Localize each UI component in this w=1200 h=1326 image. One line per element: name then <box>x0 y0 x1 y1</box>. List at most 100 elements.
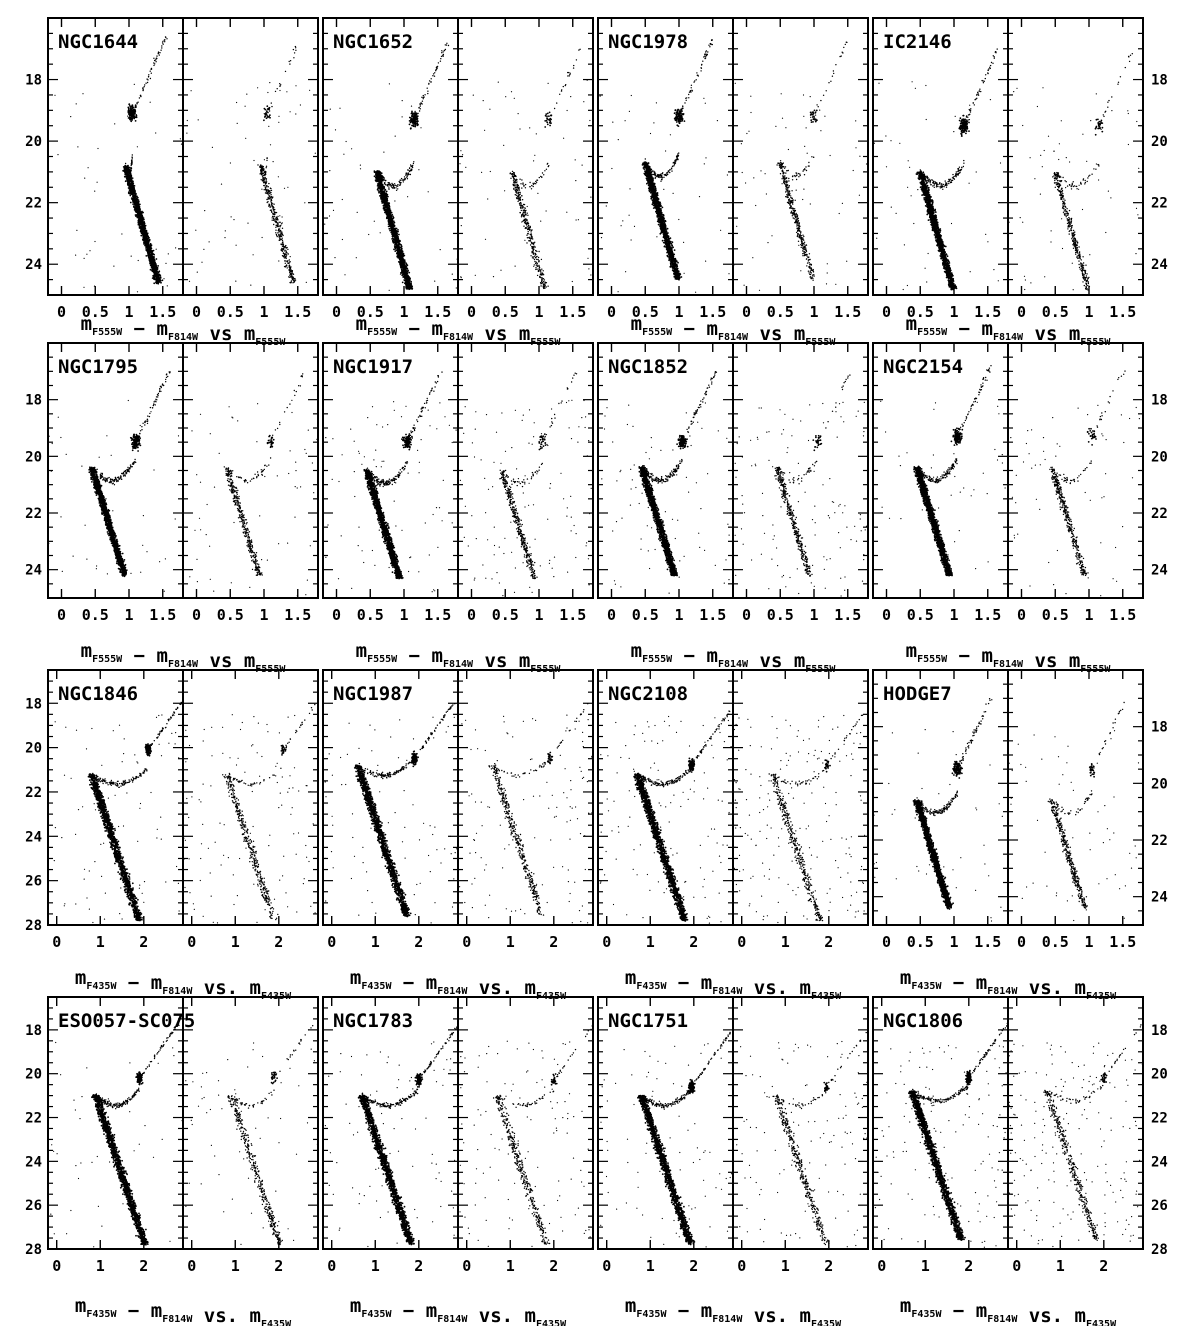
star-points <box>1009 1024 1143 1247</box>
x-tick-label: 0 <box>332 606 341 624</box>
x-tick-label: 0.5 <box>82 606 109 624</box>
cluster-name-label: NGC1783 <box>333 1010 413 1032</box>
cluster-name-label: NGC2154 <box>883 356 963 378</box>
panel-frame <box>458 997 593 1249</box>
x-tick-label: 0 <box>882 606 891 624</box>
x-tick-label: 1 <box>921 1257 930 1275</box>
x-tick-label: 0 <box>882 933 891 951</box>
x-tick-label: 0 <box>742 606 751 624</box>
x-tick-label: 1.5 <box>1109 606 1136 624</box>
x-tick-label: 1 <box>371 933 380 951</box>
x-tick-label: 1 <box>781 1257 790 1275</box>
y-tick-label: 24 <box>25 563 42 579</box>
cluster-name-label: NGC1987 <box>333 683 413 705</box>
x-tick-label: 1.5 <box>834 303 861 321</box>
y-tick-label: 20 <box>1151 776 1168 792</box>
y-tick-label: 22 <box>1151 1111 1168 1127</box>
cluster-name-label: NGC1978 <box>608 31 688 53</box>
y-tick-label: 18 <box>25 696 42 712</box>
x-axis-caption: mF435W − mF814W vs. mF435W <box>625 1295 842 1326</box>
panel-ngc1652-field: 0 0.5 1 1.5 <box>458 18 593 321</box>
panel-ic2146-field: 0 0.5 1 1.5 <box>1008 18 1144 321</box>
x-tick-label: 0 <box>607 606 616 624</box>
star-points <box>601 371 730 599</box>
star-points <box>325 371 458 592</box>
cluster-name-label: NGC2108 <box>608 683 688 705</box>
star-points <box>48 36 182 292</box>
x-tick-label: 1.5 <box>559 606 586 624</box>
star-points <box>458 49 591 289</box>
panel-ngc1852-field: 0 0.5 1 1.5 <box>733 343 868 624</box>
x-tick-label: 0 <box>462 1257 471 1275</box>
star-points <box>1008 370 1140 596</box>
y-tick-label: 26 <box>25 1198 42 1214</box>
x-tick-label: 0.5 <box>767 303 794 321</box>
cluster-name-label: ESO057-SC075 <box>58 1010 195 1032</box>
x-tick-label: 0 <box>462 933 471 951</box>
x-tick-label: 0 <box>1017 606 1026 624</box>
x-tick-label: 0.5 <box>492 606 519 624</box>
y-tick-label: 18 <box>25 393 42 409</box>
panel-frame <box>458 343 593 598</box>
y-tick-label: 24 <box>1151 890 1168 906</box>
x-tick-label: 0.5 <box>1042 606 1069 624</box>
star-points <box>873 698 1003 922</box>
cluster-name-label: NGC1917 <box>333 356 413 378</box>
x-tick-label: 0.5 <box>217 303 244 321</box>
x-tick-label: 1 <box>949 606 958 624</box>
panel-frame <box>183 997 318 1249</box>
panel-frame <box>48 18 183 295</box>
y-tick-label: 24 <box>25 1154 42 1170</box>
x-tick-label: 1 <box>534 606 543 624</box>
x-tick-label: 0 <box>737 1257 746 1275</box>
x-tick-label: 1.5 <box>559 303 586 321</box>
y-tick-label: 28 <box>25 918 42 934</box>
y-tick-label: 18 <box>25 73 42 89</box>
star-points <box>875 1023 1008 1248</box>
cluster-name-label: NGC1751 <box>608 1010 688 1032</box>
y-tick-label: 20 <box>1151 449 1168 465</box>
panel-ngc1987-cluster: 0 1 2 NGC1987 <box>323 670 458 951</box>
x-tick-label: 1.5 <box>974 933 1001 951</box>
x-tick-label: 0 <box>192 606 201 624</box>
star-points <box>324 43 458 291</box>
y-tick-label: 26 <box>1151 1198 1168 1214</box>
x-tick-label: 1.5 <box>424 606 451 624</box>
x-tick-label: 0.5 <box>357 606 384 624</box>
x-tick-label: 1.5 <box>974 606 1001 624</box>
x-tick-label: 0.5 <box>217 606 244 624</box>
star-points <box>1009 53 1144 291</box>
x-tick-label: 1 <box>781 933 790 951</box>
x-tick-label: 0 <box>602 1257 611 1275</box>
panel-frame <box>733 18 868 295</box>
x-tick-label: 1.5 <box>149 606 176 624</box>
cluster-name-label: HODGE7 <box>883 683 952 705</box>
x-tick-label: 1 <box>371 1257 380 1275</box>
y-tick-label: 20 <box>25 449 42 465</box>
star-points <box>458 373 592 597</box>
star-points <box>732 1032 867 1250</box>
panel-frame <box>458 670 593 925</box>
cluster-name-label: NGC1852 <box>608 356 688 378</box>
panel-frame <box>48 670 183 925</box>
x-tick-label: 1 <box>809 606 818 624</box>
star-points <box>48 702 183 923</box>
y-tick-label: 28 <box>1151 1242 1168 1258</box>
star-points <box>874 48 1001 290</box>
y-tick-label: 20 <box>1151 134 1168 150</box>
x-axis-caption: mF435W − mF814W vs. mF435W <box>75 1295 292 1326</box>
cluster-name-label: NGC1846 <box>58 683 138 705</box>
cluster-name-label: NGC1652 <box>333 31 413 53</box>
x-tick-label: 2 <box>414 933 423 951</box>
x-tick-label: 1 <box>231 1257 240 1275</box>
cluster-name-label: NGC1795 <box>58 356 138 378</box>
x-tick-label: 0 <box>327 933 336 951</box>
x-tick-label: 0 <box>187 933 196 951</box>
